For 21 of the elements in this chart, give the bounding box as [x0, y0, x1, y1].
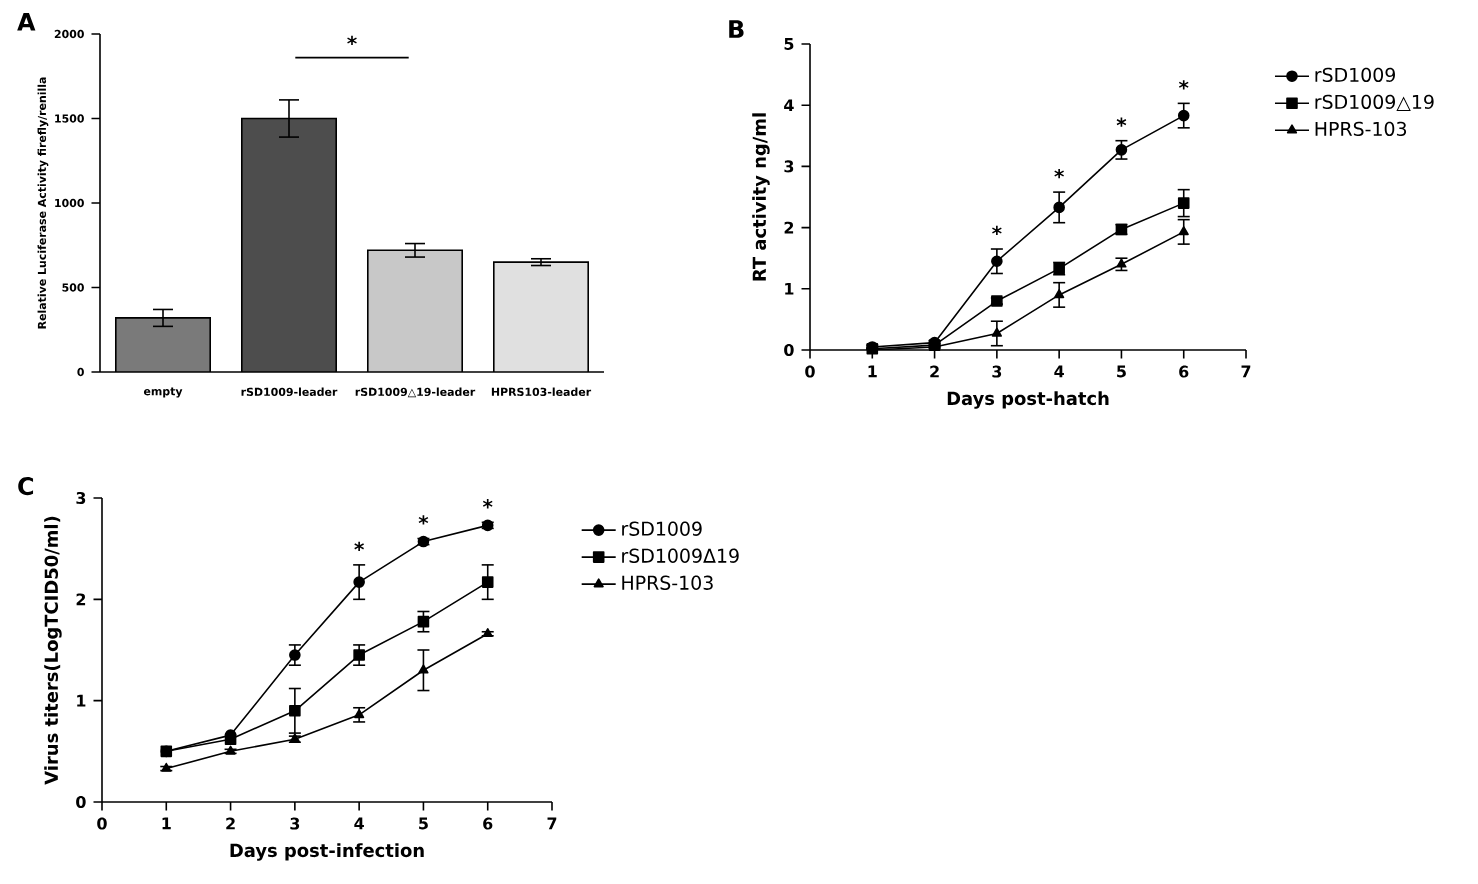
legend-label: rSD1009: [1315, 67, 1395, 82]
chart-title: A: [17, 13, 36, 31]
chart-title: C: [18, 477, 34, 496]
x-axis-title: Days post-infection: [230, 843, 424, 861]
annotation: *: [482, 499, 493, 509]
legend-label: HPRS-103: [622, 575, 713, 590]
legend-label: rSD1009△19: [1315, 94, 1434, 112]
annotation: *: [347, 35, 357, 46]
legend-label: rSD1009Δ19: [622, 548, 739, 563]
y-axis-title: Virus titers(LogTCID50/ml): [44, 516, 62, 785]
annotation: *: [992, 225, 1002, 236]
chart-title: B: [729, 20, 744, 38]
x-axis-title: Days post-hatch: [947, 391, 1109, 409]
annotation: *: [354, 541, 364, 551]
annotation: *: [1178, 80, 1189, 90]
y-axis-title: RT activity ng/ml: [752, 113, 770, 281]
annotation: *: [418, 515, 429, 525]
legend-label: rSD1009: [622, 521, 702, 536]
annotation: *: [1116, 117, 1127, 127]
annotation: *: [1054, 168, 1064, 179]
legend-label: HPRS-103: [1315, 121, 1407, 137]
